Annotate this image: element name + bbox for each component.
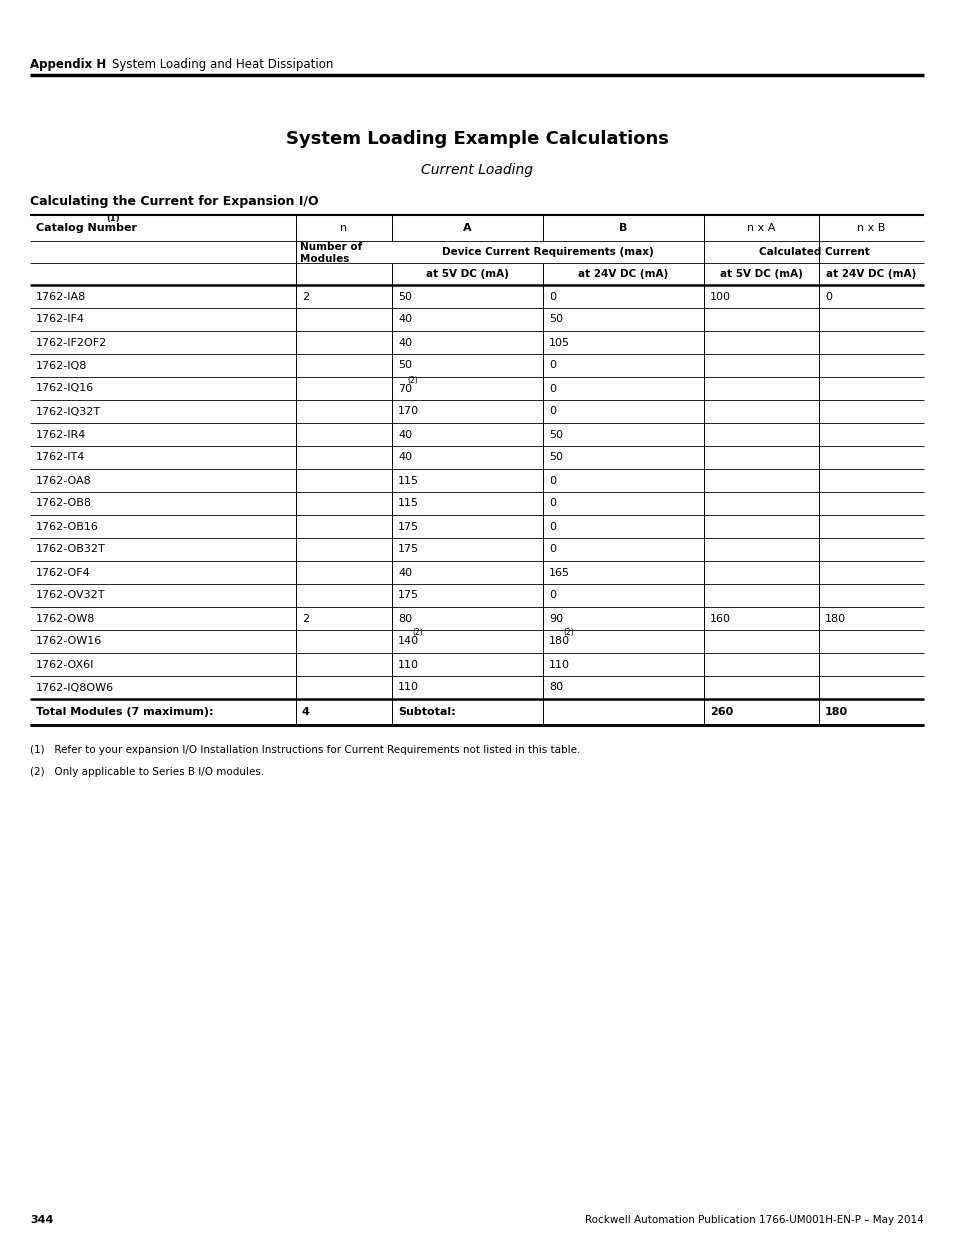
Text: n x B: n x B (857, 224, 884, 233)
Text: (1): (1) (106, 214, 119, 224)
Text: Calculating the Current for Expansion I/O: Calculating the Current for Expansion I/… (30, 195, 318, 207)
Text: 115: 115 (397, 475, 418, 485)
Text: 1762-OB32T: 1762-OB32T (36, 545, 106, 555)
Text: System Loading Example Calculations: System Loading Example Calculations (285, 130, 668, 148)
Text: 1762-IQ16: 1762-IQ16 (36, 384, 94, 394)
Text: 1762-IA8: 1762-IA8 (36, 291, 86, 301)
Text: A: A (463, 224, 472, 233)
Text: 180: 180 (824, 706, 847, 718)
Text: 90: 90 (548, 614, 562, 624)
Text: 344: 344 (30, 1215, 53, 1225)
Text: 1762-OW16: 1762-OW16 (36, 636, 102, 646)
Text: 1762-OF4: 1762-OF4 (36, 568, 91, 578)
Text: B: B (618, 224, 627, 233)
Text: Number of: Number of (299, 242, 362, 252)
Text: 180: 180 (824, 614, 845, 624)
Text: 115: 115 (397, 499, 418, 509)
Text: 1762-IQ32T: 1762-IQ32T (36, 406, 101, 416)
Text: 0: 0 (548, 475, 556, 485)
Text: 40: 40 (397, 430, 412, 440)
Text: 1762-OW8: 1762-OW8 (36, 614, 95, 624)
Text: 50: 50 (397, 361, 412, 370)
Text: 110: 110 (397, 659, 418, 669)
Text: 50: 50 (548, 315, 562, 325)
Text: 180: 180 (548, 636, 570, 646)
Text: 40: 40 (397, 315, 412, 325)
Text: 175: 175 (397, 590, 418, 600)
Text: 0: 0 (824, 291, 831, 301)
Text: 50: 50 (548, 452, 562, 462)
Text: 165: 165 (548, 568, 569, 578)
Text: 50: 50 (548, 430, 562, 440)
Text: Appendix H: Appendix H (30, 58, 106, 70)
Text: 1762-OV32T: 1762-OV32T (36, 590, 106, 600)
Text: 50: 50 (397, 291, 412, 301)
Text: at 24V DC (mA): at 24V DC (mA) (578, 269, 668, 279)
Text: 1762-IR4: 1762-IR4 (36, 430, 87, 440)
Text: 1762-OX6I: 1762-OX6I (36, 659, 94, 669)
Text: Calculated Current: Calculated Current (758, 247, 868, 257)
Text: 80: 80 (397, 614, 412, 624)
Text: 70: 70 (397, 384, 412, 394)
Text: 260: 260 (709, 706, 733, 718)
Text: 100: 100 (709, 291, 730, 301)
Text: at 5V DC (mA): at 5V DC (mA) (426, 269, 508, 279)
Text: (2)   Only applicable to Series B I/O modules.: (2) Only applicable to Series B I/O modu… (30, 767, 264, 777)
Text: Current Loading: Current Loading (420, 163, 533, 177)
Text: 1762-OB8: 1762-OB8 (36, 499, 91, 509)
Text: 1762-IF4: 1762-IF4 (36, 315, 85, 325)
Text: 40: 40 (397, 452, 412, 462)
Text: at 24V DC (mA): at 24V DC (mA) (825, 269, 916, 279)
Text: 1762-OB16: 1762-OB16 (36, 521, 99, 531)
Text: n x A: n x A (746, 224, 775, 233)
Text: n: n (340, 224, 347, 233)
Text: (1)   Refer to your expansion I/O Installation Instructions for Current Requirem: (1) Refer to your expansion I/O Installa… (30, 745, 579, 755)
Text: 0: 0 (548, 499, 556, 509)
Text: 110: 110 (548, 659, 569, 669)
Text: 2: 2 (302, 291, 309, 301)
Text: 0: 0 (548, 545, 556, 555)
Text: 160: 160 (709, 614, 730, 624)
Text: (2): (2) (412, 629, 423, 637)
Text: 1762-IQ8: 1762-IQ8 (36, 361, 88, 370)
Text: 0: 0 (548, 406, 556, 416)
Text: 40: 40 (397, 568, 412, 578)
Text: 170: 170 (397, 406, 418, 416)
Text: 0: 0 (548, 521, 556, 531)
Text: Modules: Modules (299, 254, 349, 264)
Text: at 5V DC (mA): at 5V DC (mA) (720, 269, 802, 279)
Text: Subtotal:: Subtotal: (397, 706, 456, 718)
Text: 80: 80 (548, 683, 562, 693)
Text: 175: 175 (397, 545, 418, 555)
Text: 110: 110 (397, 683, 418, 693)
Text: 0: 0 (548, 384, 556, 394)
Text: (2): (2) (563, 629, 574, 637)
Text: Catalog Number: Catalog Number (36, 224, 137, 233)
Text: 1762-IF2OF2: 1762-IF2OF2 (36, 337, 107, 347)
Text: 4: 4 (302, 706, 310, 718)
Text: 0: 0 (548, 590, 556, 600)
Text: 0: 0 (548, 361, 556, 370)
Text: 40: 40 (397, 337, 412, 347)
Text: 1762-IT4: 1762-IT4 (36, 452, 85, 462)
Text: (2): (2) (407, 375, 418, 384)
Text: Total Modules (7 maximum):: Total Modules (7 maximum): (36, 706, 213, 718)
Text: 1762-OA8: 1762-OA8 (36, 475, 91, 485)
Text: 1762-IQ8OW6: 1762-IQ8OW6 (36, 683, 114, 693)
Text: Rockwell Automation Publication 1766-UM001H-EN-P – May 2014: Rockwell Automation Publication 1766-UM0… (584, 1215, 923, 1225)
Text: System Loading and Heat Dissipation: System Loading and Heat Dissipation (112, 58, 333, 70)
Text: 2: 2 (302, 614, 309, 624)
Text: 140: 140 (397, 636, 418, 646)
Text: Device Current Requirements (max): Device Current Requirements (max) (441, 247, 653, 257)
Text: 105: 105 (548, 337, 569, 347)
Text: 175: 175 (397, 521, 418, 531)
Text: 0: 0 (548, 291, 556, 301)
